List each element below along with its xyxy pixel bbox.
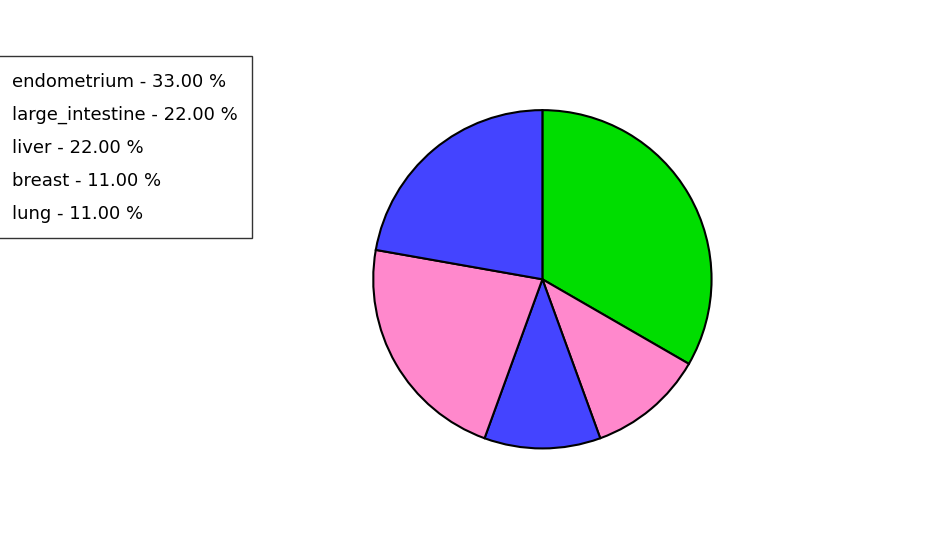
- Wedge shape: [485, 279, 600, 449]
- Wedge shape: [543, 110, 712, 364]
- Legend: endometrium - 33.00 %, large_intestine - 22.00 %, liver - 22.00 %, breast - 11.0: endometrium - 33.00 %, large_intestine -…: [0, 56, 253, 238]
- Wedge shape: [373, 250, 543, 438]
- Wedge shape: [376, 110, 543, 279]
- Wedge shape: [543, 279, 689, 438]
